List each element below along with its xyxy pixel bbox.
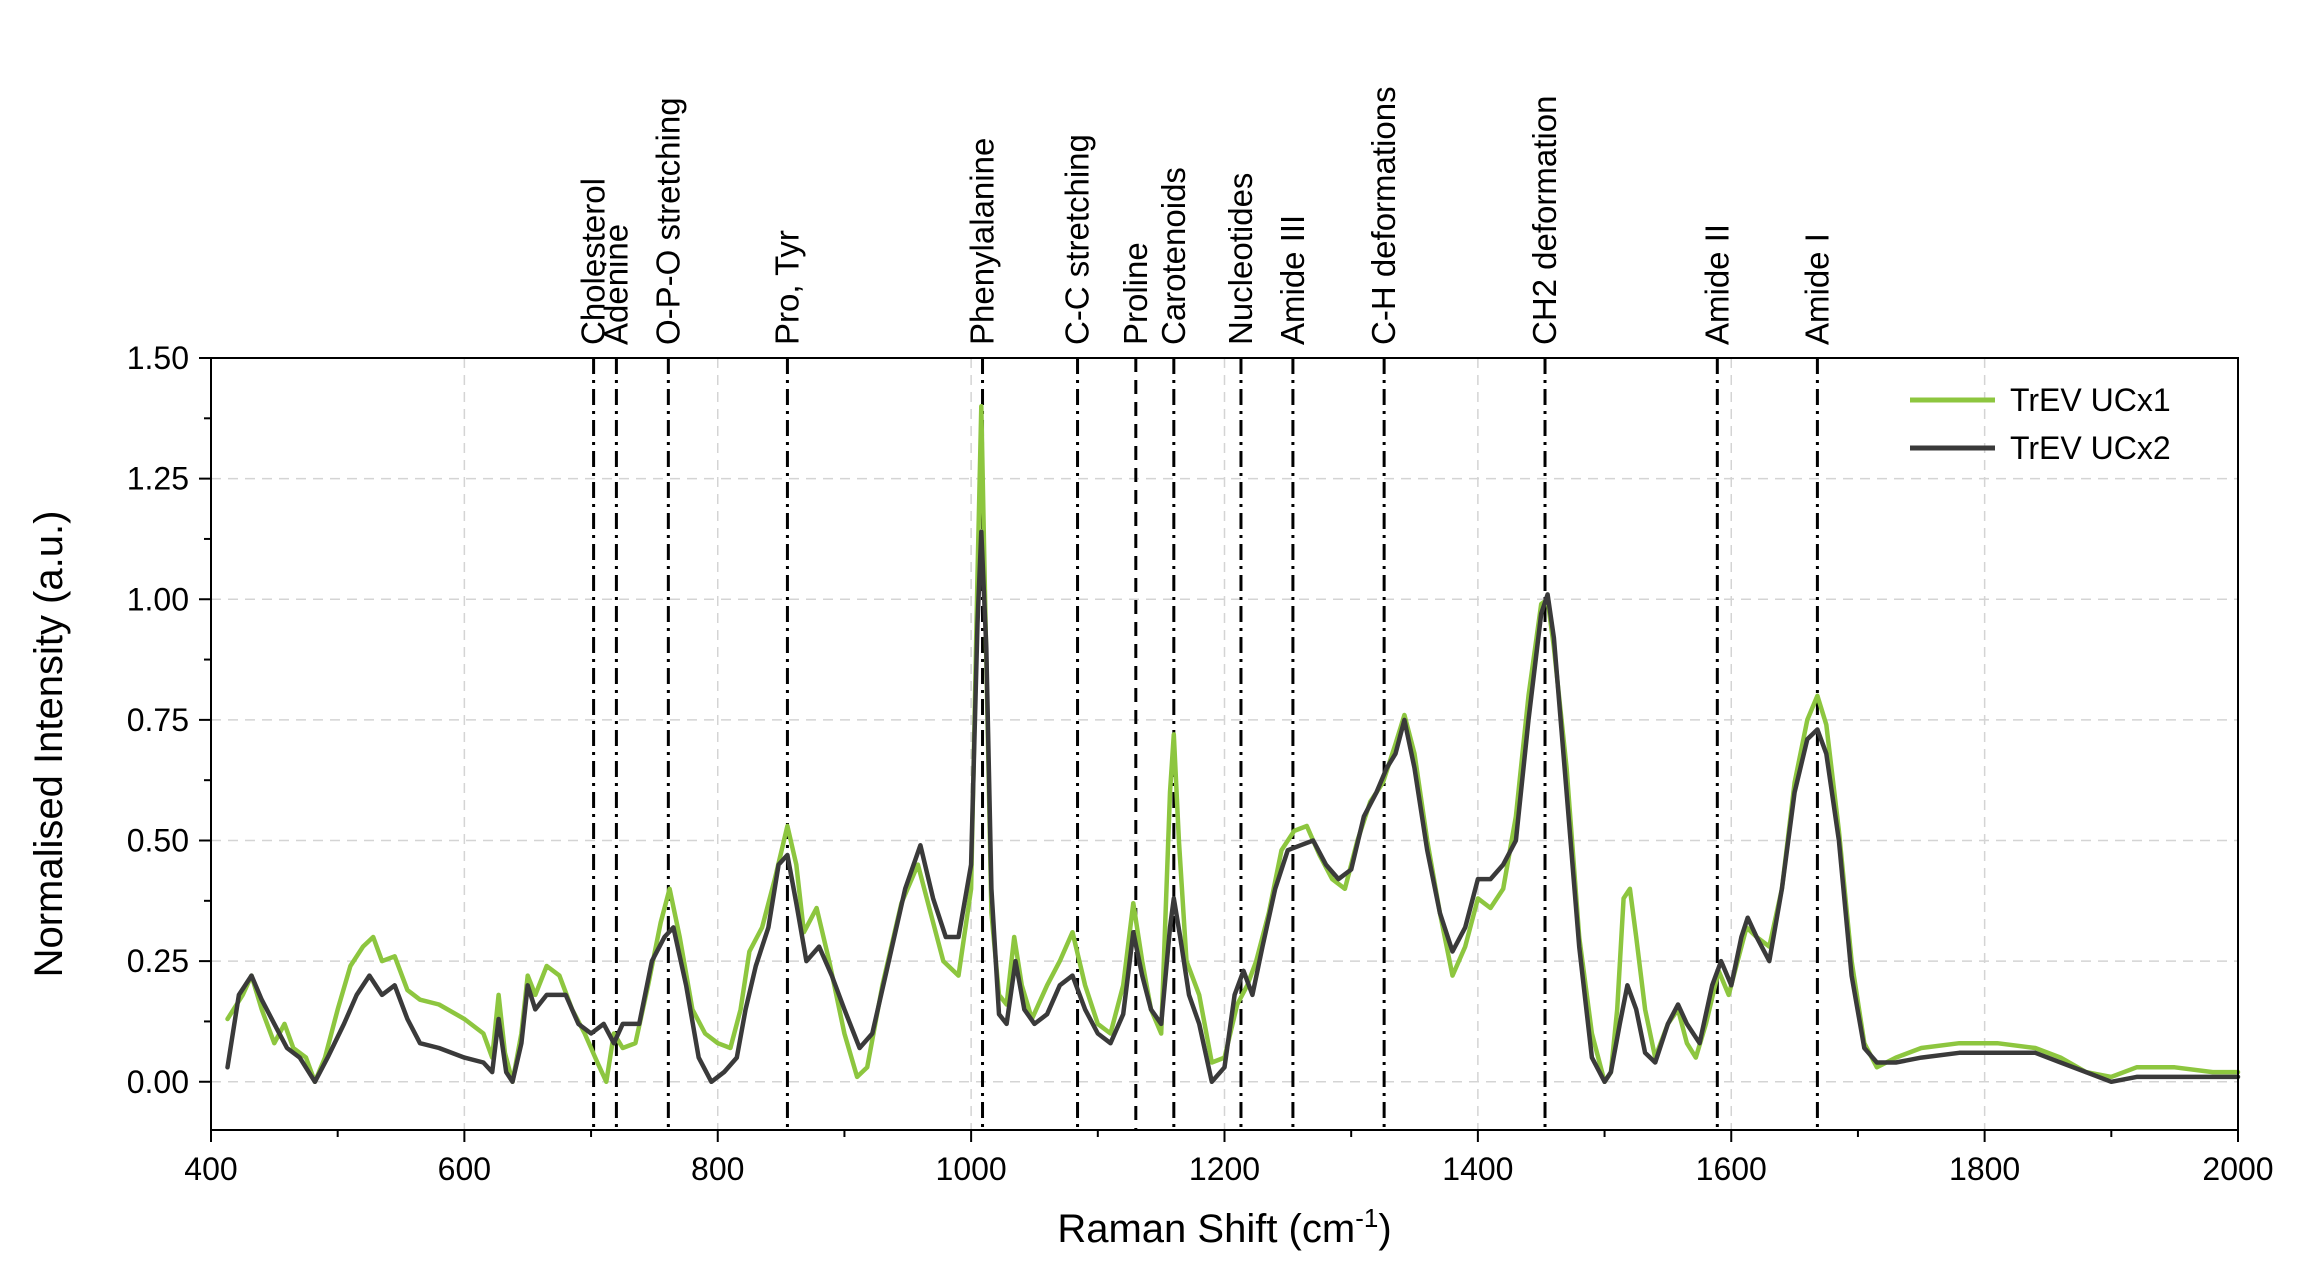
y-tick-label: 1.00 xyxy=(127,581,189,617)
x-axis-title-end: ) xyxy=(1378,1207,1391,1251)
annotation-label: Cholesterol xyxy=(575,178,612,345)
y-axis-title: Normalised Intensity (a.u.) xyxy=(27,511,71,978)
annotation-label: Phenylalanine xyxy=(964,138,1001,345)
grid-lines xyxy=(211,357,2238,1130)
annotation-label: Amide I xyxy=(1798,233,1835,345)
x-tick-label: 1000 xyxy=(936,1151,1007,1187)
y-tick-label: 1.50 xyxy=(127,340,189,376)
annotation-label: O-P-O stretching xyxy=(649,97,686,345)
annotation-label: Adenine xyxy=(597,224,634,345)
plot-frame xyxy=(210,357,2239,1131)
annotation-label: C-C stretching xyxy=(1059,134,1096,345)
legend: TrEV UCx1 TrEV UCx2 xyxy=(1910,382,2171,466)
series-line xyxy=(225,404,2241,1085)
x-tick-label: 2000 xyxy=(2202,1151,2273,1187)
y-tick-label: 0.00 xyxy=(127,1064,189,1100)
annotation-label: Carotenoids xyxy=(1155,167,1192,345)
x-axis-title-superscript: -1 xyxy=(1355,1203,1378,1233)
annotation-label: CH2 deformation xyxy=(1526,96,1563,345)
x-tick-label: 1400 xyxy=(1442,1151,1513,1187)
annotation-label: Amide II xyxy=(1698,224,1735,345)
legend-label: TrEV UCx1 xyxy=(2010,382,2171,418)
x-tick-label: 1800 xyxy=(1949,1151,2020,1187)
x-tick-label: 1600 xyxy=(1696,1151,1767,1187)
annotation-label: Pro, Tyr xyxy=(768,230,805,345)
x-axis-ticks: 400 600 800 1000 1200 1400 1600 1800 2000 xyxy=(184,1130,2274,1187)
y-tick-label: 0.75 xyxy=(127,702,189,738)
legend-label: TrEV UCx2 xyxy=(2010,430,2171,466)
series-line xyxy=(225,529,2241,1085)
x-tick-label: 800 xyxy=(691,1151,744,1187)
x-tick-label: 400 xyxy=(184,1151,237,1187)
x-tick-label: 1200 xyxy=(1189,1151,1260,1187)
x-axis-title: Raman Shift (cm-1) xyxy=(1057,1203,1391,1251)
y-tick-label: 0.50 xyxy=(127,823,189,859)
annotation-label: C-H deformations xyxy=(1365,86,1402,345)
x-tick-label: 600 xyxy=(438,1151,491,1187)
spectrum-series xyxy=(225,404,2241,1085)
annotation-label: Proline xyxy=(1117,242,1154,345)
annotation-label: Amide III xyxy=(1274,215,1311,345)
y-tick-label: 0.25 xyxy=(127,943,189,979)
annotation-label: Nucleotides xyxy=(1222,173,1259,345)
y-tick-label: 1.25 xyxy=(127,461,189,497)
y-axis-ticks: 0.00 0.25 0.50 0.75 1.00 1.25 1.50 xyxy=(127,340,211,1100)
x-axis-title-main: Raman Shift (cm xyxy=(1057,1207,1355,1251)
